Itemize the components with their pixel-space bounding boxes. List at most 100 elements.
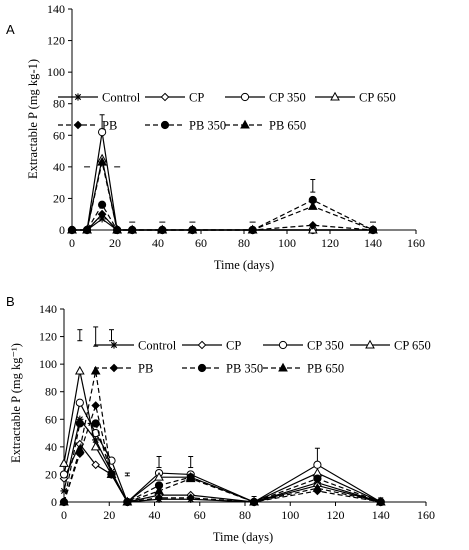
panel-b-series-control-point-shape bbox=[92, 436, 100, 444]
panel-b-series-pb-650-point bbox=[59, 496, 69, 506]
panel-b-series-control-point bbox=[60, 487, 68, 495]
panel-a-y-tick-label: 60 bbox=[53, 128, 65, 142]
panel-b-series-cp-650-point bbox=[74, 365, 85, 375]
panel-a-legend-cp-350-label: CP 350 bbox=[269, 91, 306, 105]
panel-a-error-bar bbox=[310, 178, 316, 193]
panel-b-series-pb-point bbox=[154, 493, 164, 503]
panel-a-series-pb-650-point bbox=[187, 224, 198, 234]
panel-a-y-tick-label: 120 bbox=[47, 34, 65, 48]
panel-b-legend-control-marker bbox=[110, 341, 118, 349]
panel-a-series-pb-650-point bbox=[368, 224, 378, 234]
panel-a-legend-cp-650-marker bbox=[330, 91, 340, 101]
panel-a-series-pb-650-point bbox=[157, 224, 168, 234]
panel-a-series-pb-650-point-shape bbox=[82, 224, 92, 234]
panel-b-series-control-point bbox=[76, 415, 84, 423]
panel-b-error-bar bbox=[93, 326, 99, 347]
panel-a-legend-cp-350-marker-shape bbox=[240, 92, 250, 102]
panel-a-series-pb-650-point bbox=[82, 224, 92, 234]
panel-a-y-tick-label: 80 bbox=[53, 97, 65, 111]
panel-a-series-pb-point-shape bbox=[308, 220, 318, 230]
panel-a-legend-control-label: Control bbox=[102, 91, 141, 105]
panel-a-series-pb-point bbox=[308, 220, 318, 230]
panel-b: B 0 20 40 60 80 100 120 140 160 0 20 40 60 80 100 120 140… bbox=[6, 294, 435, 544]
panel-b-series-cp-650-point-shape bbox=[154, 471, 164, 481]
panel-b-series-cp-350-point bbox=[75, 398, 84, 407]
panel-a-x-tick-label: 40 bbox=[152, 236, 164, 250]
panel-a-legend-pb-label: PB bbox=[102, 119, 117, 133]
panel-b-series-pb-350-point-shape bbox=[91, 419, 100, 428]
panel-b-series-cp-350-point-shape bbox=[75, 398, 84, 407]
panel-a-series-cp-350-line bbox=[72, 132, 373, 231]
panel-b-series-cp-650-point bbox=[154, 471, 164, 481]
panel-a-series-pb-350-point-shape bbox=[98, 200, 107, 209]
panel-b-legend-cp-350-marker bbox=[278, 340, 288, 350]
panel-a-series-pb-650-point-shape bbox=[112, 224, 122, 234]
panel-a-legend-cp-650: CP 650 bbox=[315, 91, 396, 105]
panel-a-y-tick-label: 40 bbox=[53, 160, 65, 174]
panel-b-legend-cp-350: CP 350 bbox=[263, 339, 344, 353]
panel-b-series-pb-point-shape bbox=[154, 493, 164, 503]
panel-b-series-pb-650-point bbox=[249, 496, 259, 506]
panel-a-series-control-point bbox=[98, 215, 106, 223]
panel-a-legend-cp-650-marker-shape bbox=[330, 91, 340, 101]
panel-b-legend-pb-350: PB 350 bbox=[182, 362, 263, 376]
panel-a-legend-cp-marker bbox=[160, 92, 170, 102]
panel-b-series-cp-350-point-shape bbox=[59, 470, 69, 479]
panel-b-series-pb-650-point-shape bbox=[122, 496, 133, 506]
panel-b-series-pb-650-point bbox=[90, 365, 101, 375]
panel-a-x-tick-label: 100 bbox=[278, 236, 296, 250]
panel-a-legend-control: Control bbox=[58, 91, 141, 105]
panel-b-x-tick-label: 80 bbox=[239, 508, 251, 522]
panel-b-series-control-point-shape bbox=[76, 415, 84, 423]
panel-a-series-pb-650-point-shape bbox=[97, 156, 107, 166]
panel-b-legend-pb: PB bbox=[94, 362, 153, 376]
panel-a-series-pb-650-point bbox=[97, 156, 107, 166]
panel-a-y-tick-label: 140 bbox=[47, 2, 65, 16]
panel-b-series-pb-point-shape bbox=[91, 401, 100, 410]
panel-b-series-pb-350-point-shape bbox=[313, 474, 322, 483]
panel-b-error-bar bbox=[188, 456, 194, 469]
panel-b-series-cp-350-point-shape bbox=[313, 460, 322, 469]
panel-a-x-tick-label: 120 bbox=[321, 236, 339, 250]
panel-b-x-tick-label: 20 bbox=[103, 508, 115, 522]
panel-b-error-bar bbox=[124, 472, 130, 477]
panel-a-x-tick-label: 140 bbox=[364, 236, 382, 250]
panel-b-series-pb-650-point bbox=[154, 485, 164, 495]
panel-b-legend-pb-marker-shape bbox=[109, 363, 119, 373]
panel-b-series-pb-350-point bbox=[75, 419, 84, 428]
panel-b-legend-pb-650-marker bbox=[278, 362, 288, 372]
panel-a-series-pb-650-point bbox=[307, 201, 318, 210]
panel-a-series-pb-650-point bbox=[67, 224, 77, 234]
panel-b-series-cp-650-point bbox=[90, 441, 101, 451]
panel-b-legend-cp-label: CP bbox=[226, 339, 241, 353]
panel-a-series-pb-650 bbox=[67, 156, 378, 234]
panel-b-legend-pb-650: PB 650 bbox=[263, 362, 344, 376]
panel-a-legend-cp-650-label: CP 650 bbox=[359, 91, 396, 105]
panel-a-series-pb-650-point-shape bbox=[307, 201, 318, 210]
panel-b-legend-cp-350-label: CP 350 bbox=[307, 339, 344, 353]
panel-a-x-tick-label: 0 bbox=[69, 236, 75, 250]
panel-b-y-tick-label: 60 bbox=[45, 412, 57, 426]
panel-b-series-cp-650-point-shape bbox=[74, 365, 85, 375]
panel-b-legend-pb-350-marker-shape bbox=[197, 363, 207, 373]
panel-b-series-pb-650-point-shape bbox=[59, 496, 69, 506]
panel-b-series-cp-650 bbox=[59, 365, 386, 506]
panel-b-series-pb-350-point-shape bbox=[75, 419, 84, 428]
panel-a-series-control-point-shape bbox=[98, 215, 106, 223]
panel-a-series-cp-650-line bbox=[72, 158, 373, 231]
panel-a-legend-cp-350: CP 350 bbox=[225, 91, 306, 105]
panel-a-y-axis-title: Extractable P (mg kg-1) bbox=[26, 59, 40, 179]
panel-a-series-pb-650-line bbox=[72, 161, 374, 231]
panel-b-series-pb-350-point bbox=[313, 474, 322, 483]
panel-b-legend-pb-marker bbox=[109, 363, 119, 373]
panel-b-legend-cp: CP bbox=[182, 339, 241, 353]
panel-b-series-pb-650-point-shape bbox=[185, 473, 196, 483]
panel-b-series-pb-650-point-shape bbox=[74, 444, 85, 454]
panel-a-legend-pb-marker bbox=[73, 120, 83, 130]
panel-b-error-bar bbox=[109, 329, 115, 342]
panel-b-error-bar bbox=[77, 329, 83, 342]
panel-a-series-pb-650-point bbox=[127, 224, 138, 234]
panel-b-legend-cp-350-marker-shape bbox=[278, 340, 288, 350]
panel-b-x-tick-label: 140 bbox=[372, 508, 390, 522]
panel-b-legend-pb-350-marker bbox=[197, 363, 207, 373]
